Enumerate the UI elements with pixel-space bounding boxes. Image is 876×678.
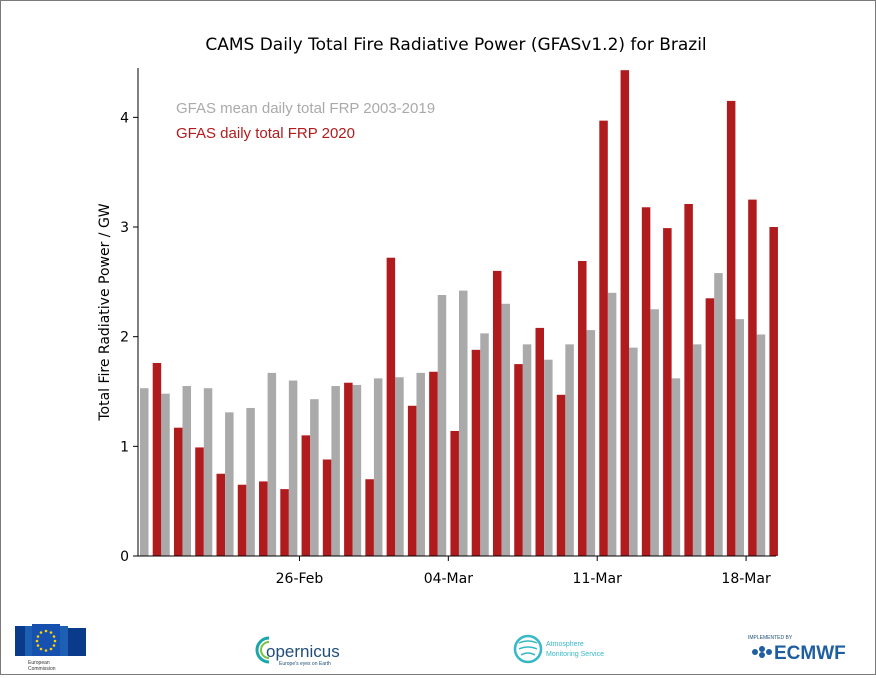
bar-2020-8 bbox=[322, 459, 332, 556]
y-tick-label-1: 1 bbox=[120, 439, 129, 455]
bar-mean-14 bbox=[437, 295, 447, 556]
atmosphere-monitoring-logo: Atmosphere Monitoring Service bbox=[512, 629, 622, 673]
x-tick-label-26-Feb: 26-Feb bbox=[276, 571, 324, 587]
bar-mean-6 bbox=[267, 372, 277, 556]
bar-mean-29 bbox=[756, 334, 766, 556]
bar-mean-26 bbox=[692, 344, 702, 556]
bar-2020-22 bbox=[620, 70, 630, 556]
bar-mean-25 bbox=[671, 378, 681, 556]
bar-2020-25 bbox=[684, 203, 693, 557]
bar-mean-18 bbox=[522, 344, 532, 556]
chart-title: CAMS Daily Total Fire Radiative Power (G… bbox=[205, 35, 706, 55]
bar-2020-13 bbox=[429, 371, 438, 556]
bar-mean-11 bbox=[373, 378, 383, 556]
bar-mean-5 bbox=[246, 407, 255, 556]
bar-mean-23 bbox=[629, 347, 638, 556]
bar-mean-0 bbox=[140, 388, 149, 556]
x-tick-label-11-Mar: 11-Mar bbox=[573, 571, 623, 587]
bar-mean-21 bbox=[586, 330, 596, 556]
bar-2020-28 bbox=[748, 199, 757, 556]
bar-2020-29 bbox=[769, 227, 778, 556]
axes-group: 0 1 2 3 4 26-Feb 04-Mar 11-Mar 18-Mar bbox=[120, 68, 776, 587]
bar-2020-1 bbox=[173, 427, 183, 556]
bar-mean-19 bbox=[544, 359, 553, 556]
bar-mean-22 bbox=[607, 292, 617, 556]
bar-mean-27 bbox=[714, 273, 723, 556]
bar-2020-19 bbox=[556, 394, 566, 556]
bar-mean-7 bbox=[288, 380, 298, 556]
bar-2020-17 bbox=[514, 364, 523, 556]
bar-mean-20 bbox=[565, 344, 574, 556]
bar-2020-5 bbox=[259, 481, 268, 556]
copernicus-tagline: Europe's eyes on Earth bbox=[279, 661, 331, 667]
ecmwf-logo: IMPLEMENTED BY ECMWF bbox=[746, 632, 858, 672]
bar-2020-4 bbox=[237, 484, 247, 556]
legend-entry-mean: GFAS mean daily total FRP 2003-2019 bbox=[176, 100, 435, 117]
bar-mean-12 bbox=[395, 377, 404, 556]
ecmwf-tagline: IMPLEMENTED BY bbox=[748, 635, 793, 641]
bars-group bbox=[140, 70, 778, 557]
european-commission-logo: European Commission bbox=[14, 622, 94, 678]
copernicus-logo: opernicus Europe's eyes on Earth bbox=[255, 630, 365, 674]
bar-2020-18 bbox=[535, 327, 544, 556]
bar-2020-21 bbox=[599, 120, 608, 556]
bar-2020-23 bbox=[641, 207, 651, 556]
bar-mean-17 bbox=[501, 303, 511, 556]
y-tick-label-0: 0 bbox=[120, 549, 129, 565]
bar-2020-3 bbox=[216, 473, 225, 556]
y-axis-label: Total Fire Radiative Power / GW bbox=[97, 203, 113, 421]
x-tick-label-04-Mar: 04-Mar bbox=[424, 571, 474, 587]
bar-2020-15 bbox=[471, 349, 481, 556]
bar-2020-26 bbox=[705, 298, 715, 556]
atmosphere-line2: Monitoring Service bbox=[546, 651, 604, 658]
bar-mean-15 bbox=[459, 290, 468, 556]
bar-mean-24 bbox=[650, 309, 659, 556]
ecmwf-name: ECMWF bbox=[774, 643, 846, 664]
bar-2020-2 bbox=[195, 447, 204, 556]
bar-mean-3 bbox=[203, 388, 213, 556]
bar-mean-13 bbox=[416, 372, 425, 556]
bar-2020-10 bbox=[365, 479, 374, 556]
bar-mean-10 bbox=[352, 384, 362, 556]
bar-mean-1 bbox=[161, 393, 170, 556]
legend-entry-2020: GFAS daily total FRP 2020 bbox=[176, 125, 355, 142]
bar-2020-27 bbox=[726, 100, 736, 557]
chart: CAMS Daily Total Fire Radiative Power (G… bbox=[97, 35, 778, 587]
bar-mean-2 bbox=[182, 386, 192, 556]
bar-2020-7 bbox=[301, 435, 311, 556]
bar-mean-9 bbox=[331, 386, 340, 556]
y-tick-label-4: 4 bbox=[120, 110, 129, 126]
bar-mean-16 bbox=[480, 333, 489, 556]
bar-2020-0 bbox=[152, 362, 162, 556]
eu-logo-line1: European bbox=[28, 660, 50, 666]
bar-2020-12 bbox=[407, 405, 417, 556]
copernicus-name: opernicus bbox=[266, 642, 340, 661]
bar-2020-16 bbox=[492, 270, 502, 556]
y-tick-label-2: 2 bbox=[120, 330, 129, 346]
eu-logo-line2: Commission bbox=[28, 666, 56, 672]
bar-2020-11 bbox=[386, 257, 396, 556]
bar-mean-4 bbox=[225, 412, 234, 556]
bar-2020-6 bbox=[280, 489, 289, 556]
y-tick-label-3: 3 bbox=[120, 220, 129, 236]
bar-2020-14 bbox=[450, 430, 459, 556]
bar-2020-9 bbox=[344, 382, 353, 556]
atmosphere-line1: Atmosphere bbox=[546, 641, 584, 648]
bar-2020-24 bbox=[663, 228, 672, 557]
bar-mean-8 bbox=[310, 399, 319, 556]
x-tick-label-18-Mar: 18-Mar bbox=[721, 571, 771, 587]
bar-mean-28 bbox=[735, 319, 744, 556]
bar-2020-20 bbox=[578, 261, 587, 556]
